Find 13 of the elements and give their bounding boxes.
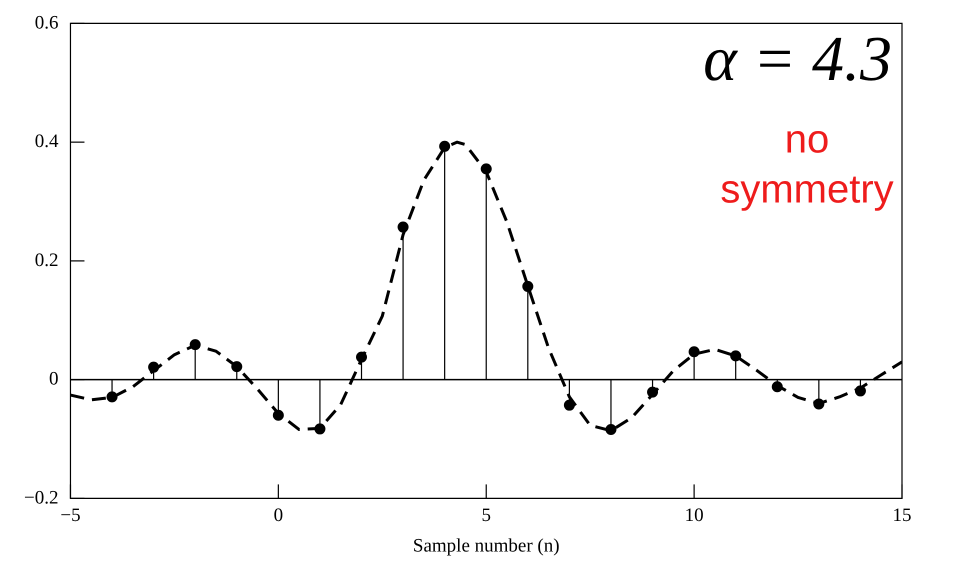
- x-tick-label: 5: [481, 504, 491, 526]
- y-tick-label: 0: [48, 368, 58, 390]
- x-tick-label: 0: [274, 504, 284, 526]
- annotation: α = 4.3: [703, 23, 892, 94]
- x-tick-label: 15: [892, 504, 912, 526]
- x-axis-title: Sample number (n): [412, 536, 560, 557]
- y-tick-label: −0.2: [24, 487, 58, 508]
- annotation: no symmetry: [720, 117, 894, 212]
- y-tick-label: 0.6: [34, 12, 58, 34]
- y-tick-label: 0.4: [34, 131, 59, 152]
- y-tick-label: 0.2: [34, 250, 58, 271]
- x-tick-label: −5: [60, 504, 81, 526]
- x-tick-label: 10: [684, 504, 704, 526]
